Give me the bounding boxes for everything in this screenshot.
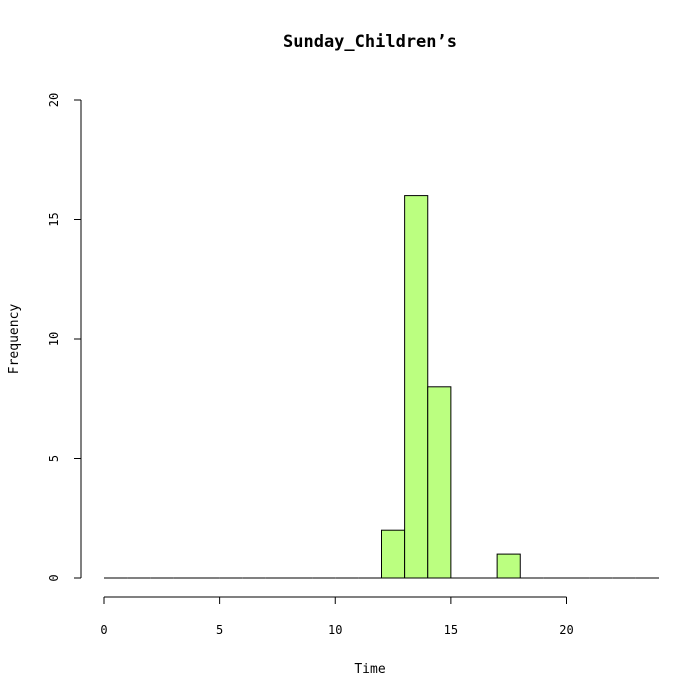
y-tick-label-0: 0	[47, 574, 61, 581]
x-axis-label: Time	[354, 662, 385, 677]
chart-title: Sunday_Children’s	[283, 32, 457, 52]
x-tick-label-4: 20	[559, 623, 573, 637]
y-axis-label: Frequency	[7, 304, 22, 375]
x-tick-label-2: 10	[328, 623, 342, 637]
x-tick-label-3: 15	[444, 623, 458, 637]
x-tick-label-0: 0	[100, 623, 107, 637]
y-tick-label-4: 20	[47, 93, 61, 107]
histogram-bar-17	[496, 553, 521, 579]
bars-group	[104, 195, 659, 579]
y-axis: 0 5 10 15 20	[47, 93, 82, 582]
histogram-bar-13	[404, 195, 429, 579]
y-tick-label-3: 15	[47, 212, 61, 226]
y-tick-label-1: 5	[47, 455, 61, 462]
x-tick-label-1: 5	[216, 623, 223, 637]
histogram-bar-14	[427, 386, 452, 579]
x-axis: 0 5 10 15 20	[100, 596, 574, 637]
y-tick-label-2: 10	[47, 332, 61, 346]
histogram-bar-12	[381, 529, 406, 579]
